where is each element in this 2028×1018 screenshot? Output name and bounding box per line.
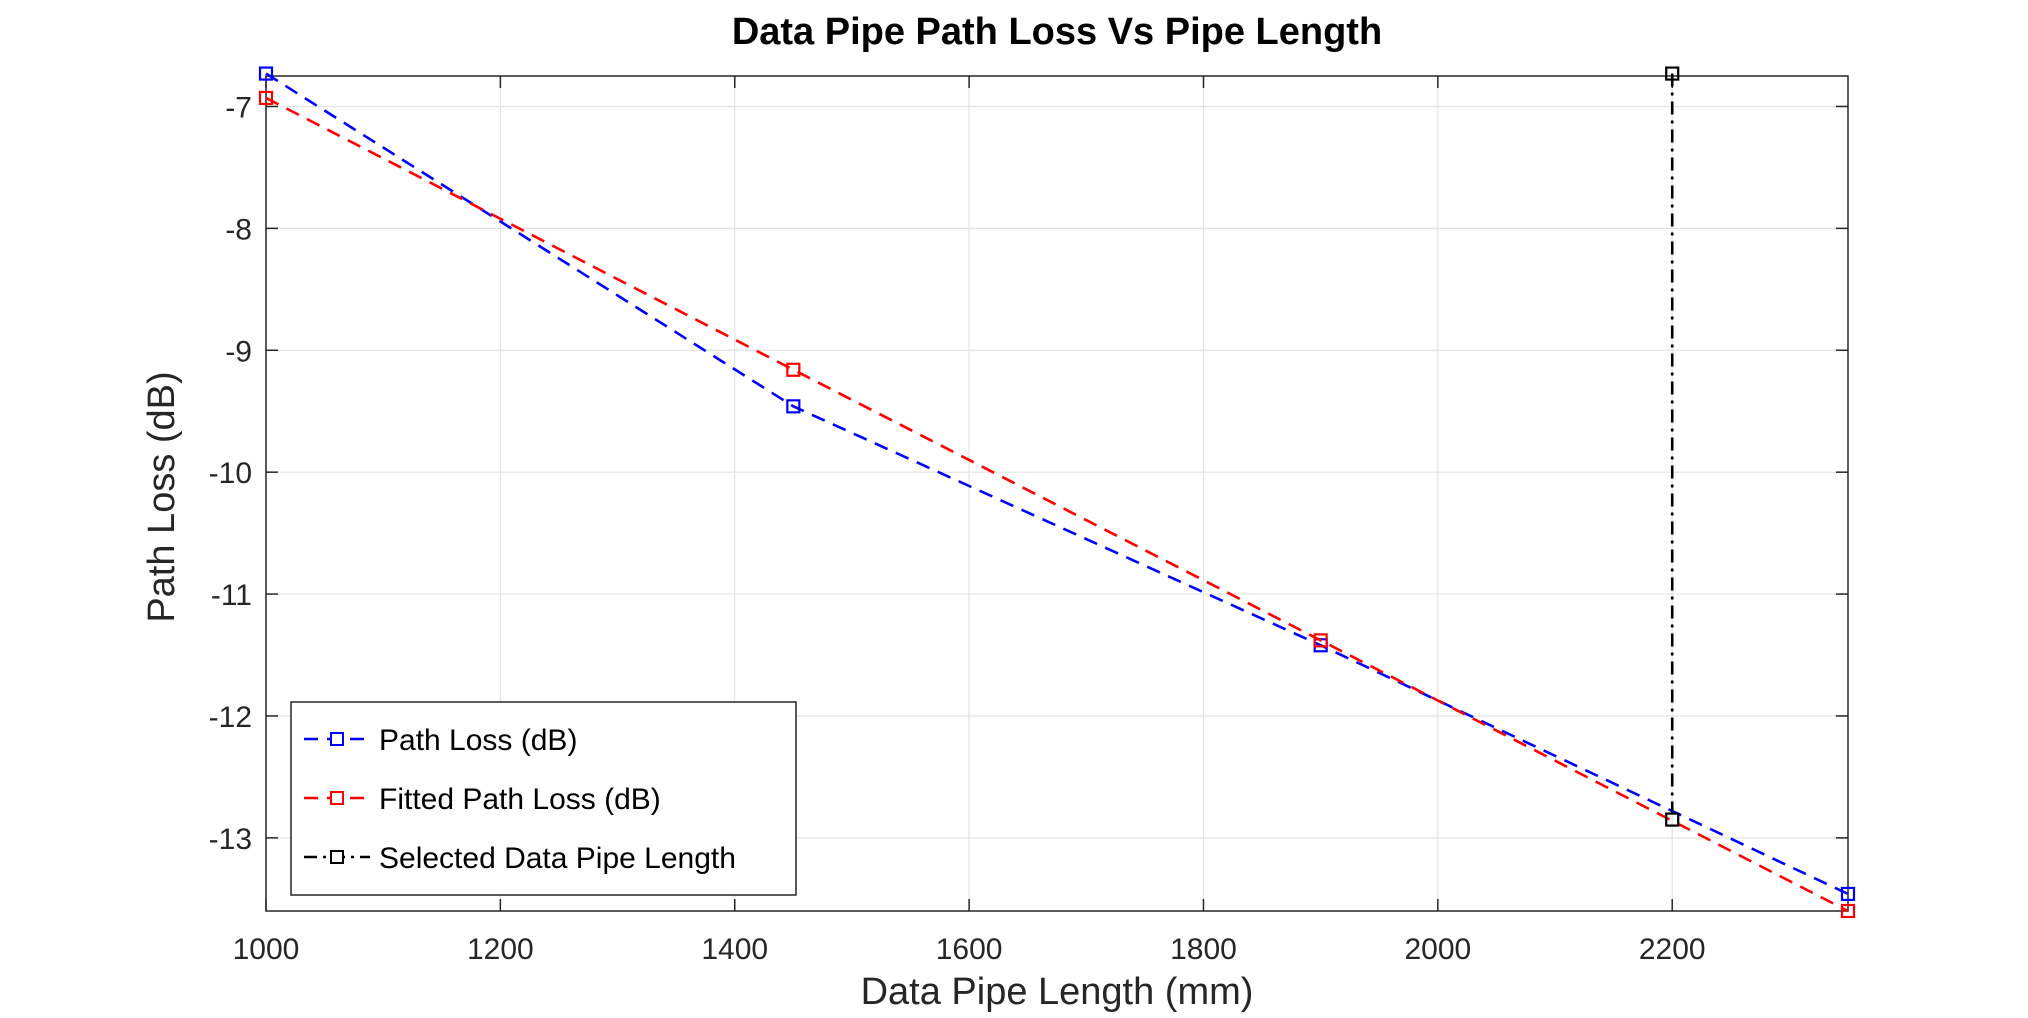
axis-ticks: 1000 1200 1400 1600 1800 2000 2200 -7 -8 -9 -10 -11… xyxy=(209,76,1848,966)
y-tick-label: -11 xyxy=(211,579,252,612)
y-tick-label: -10 xyxy=(209,457,252,490)
legend-label: Fitted Path Loss (dB) xyxy=(379,783,661,816)
series-3 xyxy=(1665,66,1680,827)
grid-lines xyxy=(265,76,1848,911)
data-point xyxy=(258,66,274,81)
data-point xyxy=(1665,812,1680,827)
x-tick-label: 1000 xyxy=(233,933,300,966)
x-tick-label: 1200 xyxy=(467,933,534,966)
x-tick-label: 1800 xyxy=(1170,933,1237,966)
x-tick-label: 2200 xyxy=(1639,933,1706,966)
x-tick-label: 1400 xyxy=(701,933,768,966)
y-tick-label: -9 xyxy=(225,335,252,368)
data-point xyxy=(1840,903,1856,919)
series-layer xyxy=(258,66,1856,919)
legend-swatch-marker xyxy=(330,791,344,805)
series-line xyxy=(265,96,1849,913)
legend-box xyxy=(290,701,797,896)
x-tick-label: 1600 xyxy=(936,933,1003,966)
plot-area xyxy=(265,75,1849,912)
series-line xyxy=(265,72,1849,896)
y-tick-label: -8 xyxy=(225,213,252,246)
legend-swatch-marker xyxy=(330,850,344,864)
y-axis-label: Path Loss (dB) xyxy=(141,371,183,622)
legend: Path Loss (dB) Fitted Path Loss (dB) Selec… xyxy=(290,701,797,896)
legend-label: Path Loss (dB) xyxy=(379,724,577,757)
data-point xyxy=(786,399,801,414)
data-point xyxy=(1665,66,1680,81)
legend-item: Path Loss (dB) xyxy=(304,724,577,757)
data-point xyxy=(1313,633,1328,648)
chart-title: Data Pipe Path Loss Vs Pipe Length xyxy=(732,11,1382,53)
x-tick-label: 2000 xyxy=(1404,933,1471,966)
data-point xyxy=(786,362,801,377)
series-2 xyxy=(258,90,1856,919)
legend-item: Selected Data Pipe Length xyxy=(304,842,736,875)
legend-item: Fitted Path Loss (dB) xyxy=(304,783,661,816)
y-tick-label: -13 xyxy=(209,823,252,856)
y-tick-label: -7 xyxy=(225,91,252,124)
legend-label: Selected Data Pipe Length xyxy=(379,842,736,875)
y-tick-label: -12 xyxy=(209,701,252,734)
legend-swatch-marker xyxy=(330,732,344,746)
data-point xyxy=(258,90,274,106)
x-axis-label: Data Pipe Length (mm) xyxy=(861,971,1254,1013)
data-point xyxy=(1840,886,1856,902)
